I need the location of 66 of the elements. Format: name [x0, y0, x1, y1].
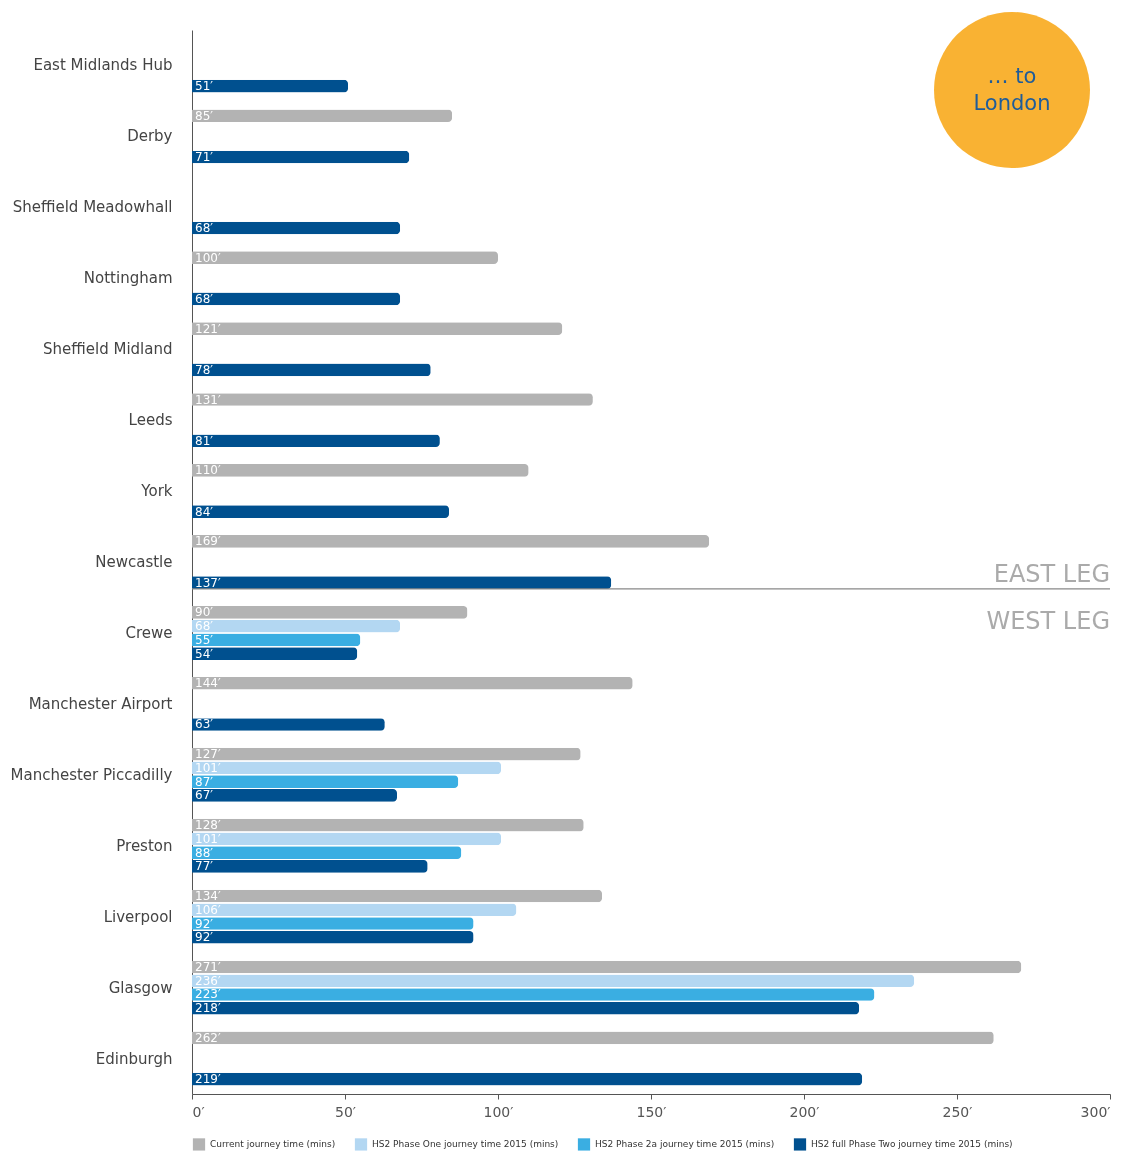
data-label: 88′ [195, 845, 214, 860]
y-tick-label: Crewe [125, 623, 173, 642]
annotation: EAST LEG [993, 559, 1110, 588]
annotation: WEST LEG [986, 606, 1110, 635]
data-label: 71′ [195, 150, 214, 165]
data-label: 106′ [195, 902, 221, 917]
data-label: 223′ [195, 987, 221, 1002]
data-label: 262′ [195, 1030, 221, 1045]
x-tick-label: 200′ [789, 1103, 820, 1120]
data-label: 68′ [195, 220, 214, 235]
data-label: 92′ [195, 916, 214, 931]
data-label: 51′ [195, 79, 214, 94]
x-tick-label: 100′ [483, 1103, 514, 1120]
data-label: 101′ [195, 760, 221, 775]
data-label: 144′ [195, 676, 221, 691]
data-label: 121′ [195, 321, 221, 336]
data-label: 54′ [195, 646, 214, 661]
data-label: 128′ [195, 818, 221, 833]
x-tick-label: 0′ [192, 1103, 205, 1120]
y-tick-label: Nottingham [83, 269, 173, 288]
y-tick-label: Sheffield Meadowhall [12, 198, 173, 217]
y-tick-label: Derby [127, 127, 173, 146]
data-label: 101′ [195, 831, 221, 846]
data-label: 55′ [195, 632, 214, 647]
data-label: 100′ [195, 250, 221, 265]
data-label: 63′ [195, 717, 214, 732]
x-tick-label: 150′ [636, 1103, 667, 1120]
legend-label: Current journey time (mins) [210, 1139, 336, 1150]
x-tick-label: 250′ [942, 1103, 973, 1120]
legend-label: HS2 Phase One journey time 2015 (mins) [372, 1139, 559, 1150]
data-label: 236′ [195, 973, 221, 988]
data-label: 85′ [195, 108, 214, 123]
y-tick-label: Preston [116, 836, 173, 855]
data-label: 84′ [195, 504, 214, 519]
data-label: 92′ [195, 930, 214, 945]
y-tick-label: East Midlands Hub [33, 56, 173, 75]
x-tick-label: 300′ [1080, 1103, 1111, 1120]
x-tick-label: 50′ [335, 1103, 356, 1120]
y-tick-label: Edinburgh [95, 1049, 173, 1068]
legend-label: HS2 Phase 2a journey time 2015 (mins) [595, 1139, 775, 1150]
data-label: 137′ [195, 575, 221, 590]
data-label: 127′ [195, 747, 221, 762]
data-label: 90′ [195, 605, 214, 620]
data-label: 110′ [195, 463, 221, 478]
y-tick-label: Manchester Piccadilly [10, 765, 173, 784]
y-tick-label: Glasgow [108, 978, 173, 997]
legend-label: HS2 full Phase Two journey time 2015 (mins) [811, 1139, 1013, 1150]
data-label: 218′ [195, 1001, 221, 1016]
data-label: 81′ [195, 433, 214, 448]
y-tick-label: York [140, 482, 173, 501]
y-tick-label: Manchester Airport [28, 694, 173, 713]
y-tick-label: Leeds [128, 411, 173, 430]
data-label: 219′ [195, 1072, 221, 1087]
data-label: 77′ [195, 859, 214, 874]
data-label: 271′ [195, 959, 221, 974]
data-label: 68′ [195, 291, 214, 306]
data-label: 67′ [195, 788, 214, 803]
data-label: 68′ [195, 619, 214, 634]
y-tick-label: Sheffield Midland [43, 340, 173, 359]
data-label: 169′ [195, 534, 221, 549]
y-tick-label: Liverpool [103, 907, 173, 926]
data-label: 87′ [195, 774, 214, 789]
y-tick-label: Newcastle [95, 553, 173, 571]
data-label: 78′ [195, 362, 214, 377]
data-label: 131′ [195, 392, 221, 407]
data-label: 134′ [195, 889, 221, 904]
